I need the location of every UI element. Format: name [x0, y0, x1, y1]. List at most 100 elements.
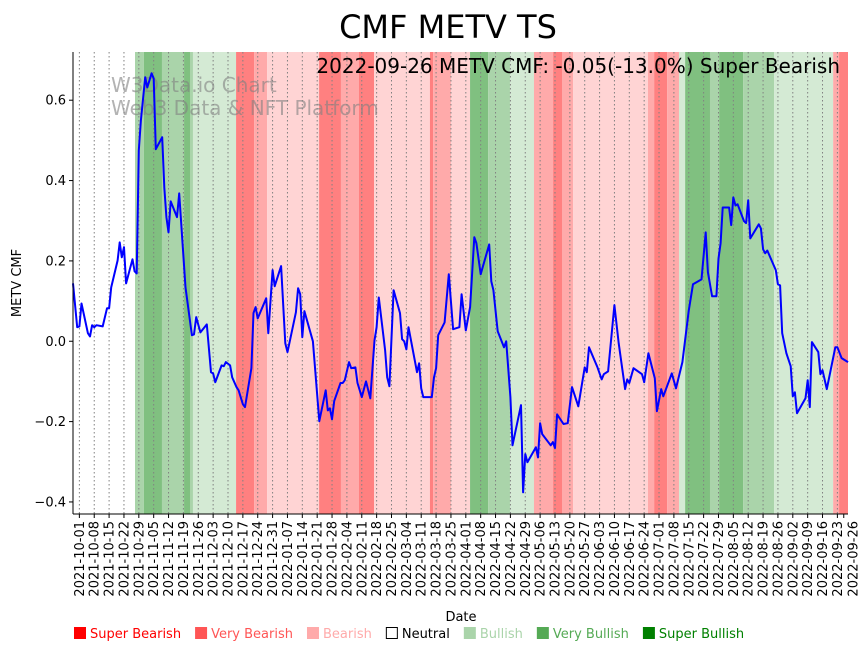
legend-label: Neutral [402, 627, 450, 642]
band-super-bearish [553, 52, 562, 514]
band-very-bullish [135, 52, 144, 514]
legend: Super Bearish Very Bearish Bearish Neutral B… [74, 627, 744, 642]
band-super-bullish [719, 52, 744, 514]
x-tick-label: 2022-09-02 [786, 521, 801, 597]
cmf-series-line [72, 72, 849, 494]
y-tick-label: 0.2 [45, 254, 66, 269]
band-super-bullish [143, 52, 162, 514]
y-tick-label: 0.4 [45, 174, 66, 189]
band-very-bearish [667, 52, 679, 514]
x-tick-label: 2022-09-16 [816, 521, 831, 597]
legend-swatch [463, 627, 476, 639]
x-tick-label: 2022-04-08 [474, 521, 489, 597]
x-tick-label: 2022-08-19 [757, 521, 772, 597]
x-tick-label: 2021-10-15 [103, 521, 118, 597]
x-tick-label: 2021-11-05 [147, 521, 162, 597]
band-super-bearish [429, 52, 434, 514]
band-bearish [374, 52, 430, 514]
legend-swatch [306, 627, 319, 639]
x-tick-label: 2022-05-13 [548, 521, 563, 597]
x-tick-label: 2022-07-15 [682, 521, 697, 597]
x-tick-label: 2021-11-19 [177, 521, 192, 597]
legend-item-very-bearish: Very Bearish [195, 627, 293, 642]
x-tick-label: 2022-02-04 [340, 521, 355, 597]
x-gridlines [78, 52, 838, 514]
legend-item-neutral: Neutral [385, 627, 450, 642]
band-very-bearish [533, 52, 554, 514]
legend-label: Super Bullish [659, 627, 744, 642]
x-tick-label: 2022-06-24 [638, 521, 653, 597]
x-tick-label: 2022-01-07 [281, 521, 296, 597]
x-ticks: 2021-10-01 2021-10-08 2021-10-15 2021-10-22… [73, 514, 861, 597]
legend-swatch [536, 627, 549, 639]
band-bullish [192, 52, 237, 514]
band-very-bullish [189, 52, 193, 514]
x-axis-label: Date [445, 610, 476, 625]
y-tick-label: 0.6 [45, 94, 66, 109]
band-bearish [450, 52, 471, 514]
legend-label: Very Bullish [553, 627, 629, 642]
band-super-bearish [654, 52, 668, 514]
x-tick-label: 2021-11-26 [192, 521, 207, 597]
band-very-bearish [433, 52, 451, 514]
x-tick-label: 2022-08-26 [771, 521, 786, 597]
x-tick-label: 2022-07-08 [667, 521, 682, 597]
band-bullish [678, 52, 686, 514]
x-tick-label: 2021-10-22 [117, 521, 132, 597]
x-tick-label: 2021-10-01 [73, 521, 88, 597]
x-tick-label: 2021-11-12 [162, 521, 177, 597]
legend-label: Super Bearish [90, 627, 181, 642]
legend-label: Very Bearish [211, 627, 293, 642]
x-tick-label: 2022-08-12 [742, 521, 757, 597]
band-super-bullish [685, 52, 710, 514]
x-tick-label: 2022-06-03 [593, 521, 608, 597]
x-tick-label: 2022-01-28 [326, 521, 341, 597]
x-tick-label: 2022-02-11 [355, 521, 370, 597]
x-tick-label: 2022-04-29 [519, 521, 534, 597]
band-super-bearish [319, 52, 341, 514]
legend-label: Bearish [323, 627, 372, 642]
band-very-bullish [709, 52, 720, 514]
x-tick-label: 2021-12-10 [222, 521, 237, 597]
legend-item-bullish: Bullish [463, 627, 523, 642]
band-super-bullish [470, 52, 489, 514]
band-very-bearish [561, 52, 574, 514]
legend-swatch [195, 627, 208, 639]
band-very-bearish [647, 52, 655, 514]
x-tick-label: 2021-12-31 [266, 521, 281, 597]
x-tick-label: 2022-04-22 [504, 521, 519, 597]
legend-label: Bullish [480, 627, 523, 642]
band-very-bearish [340, 52, 360, 514]
x-tick-label: 2021-12-17 [236, 521, 251, 597]
band-super-bearish [839, 52, 848, 514]
band-bullish [509, 52, 534, 514]
status-annotation: 2022-09-26 METV CMF: -0.05(-13.0%) Super… [316, 54, 840, 78]
x-tick-label: 2022-02-25 [385, 521, 400, 597]
y-ticks: −0.4 −0.2 0.0 0.2 0.4 0.6 [34, 94, 73, 510]
x-tick-label: 2022-03-11 [415, 521, 430, 597]
x-tick-label: 2022-05-20 [563, 521, 578, 597]
band-very-bullish [161, 52, 185, 514]
watermark-line-1: W3Data.io Chart [111, 73, 277, 97]
y-tick-label: −0.4 [34, 495, 66, 510]
band-very-bearish [833, 52, 840, 514]
band-super-bullish [184, 52, 190, 514]
x-tick-label: 2022-01-14 [296, 521, 311, 597]
legend-swatch [74, 627, 86, 639]
x-tick-label: 2021-12-24 [251, 521, 266, 597]
y-axis-label: METV CMF [10, 249, 25, 317]
legend-swatch [642, 627, 655, 639]
legend-item-super-bullish: Super Bullish [642, 627, 744, 642]
x-tick-label: 2022-09-23 [831, 521, 846, 597]
watermark-line-2: Web3 Data & NFT Platform [111, 96, 379, 120]
x-tick-label: 2022-07-29 [712, 521, 727, 597]
x-tick-label: 2022-08-05 [727, 521, 742, 597]
band-very-bearish [254, 52, 268, 514]
x-tick-label: 2022-01-21 [311, 521, 326, 597]
band-very-bullish [488, 52, 510, 514]
x-tick-label: 2022-04-01 [459, 521, 474, 597]
x-tick-label: 2022-04-15 [489, 521, 504, 597]
x-tick-label: 2022-06-10 [608, 521, 623, 597]
x-tick-label: 2022-07-22 [697, 521, 712, 597]
